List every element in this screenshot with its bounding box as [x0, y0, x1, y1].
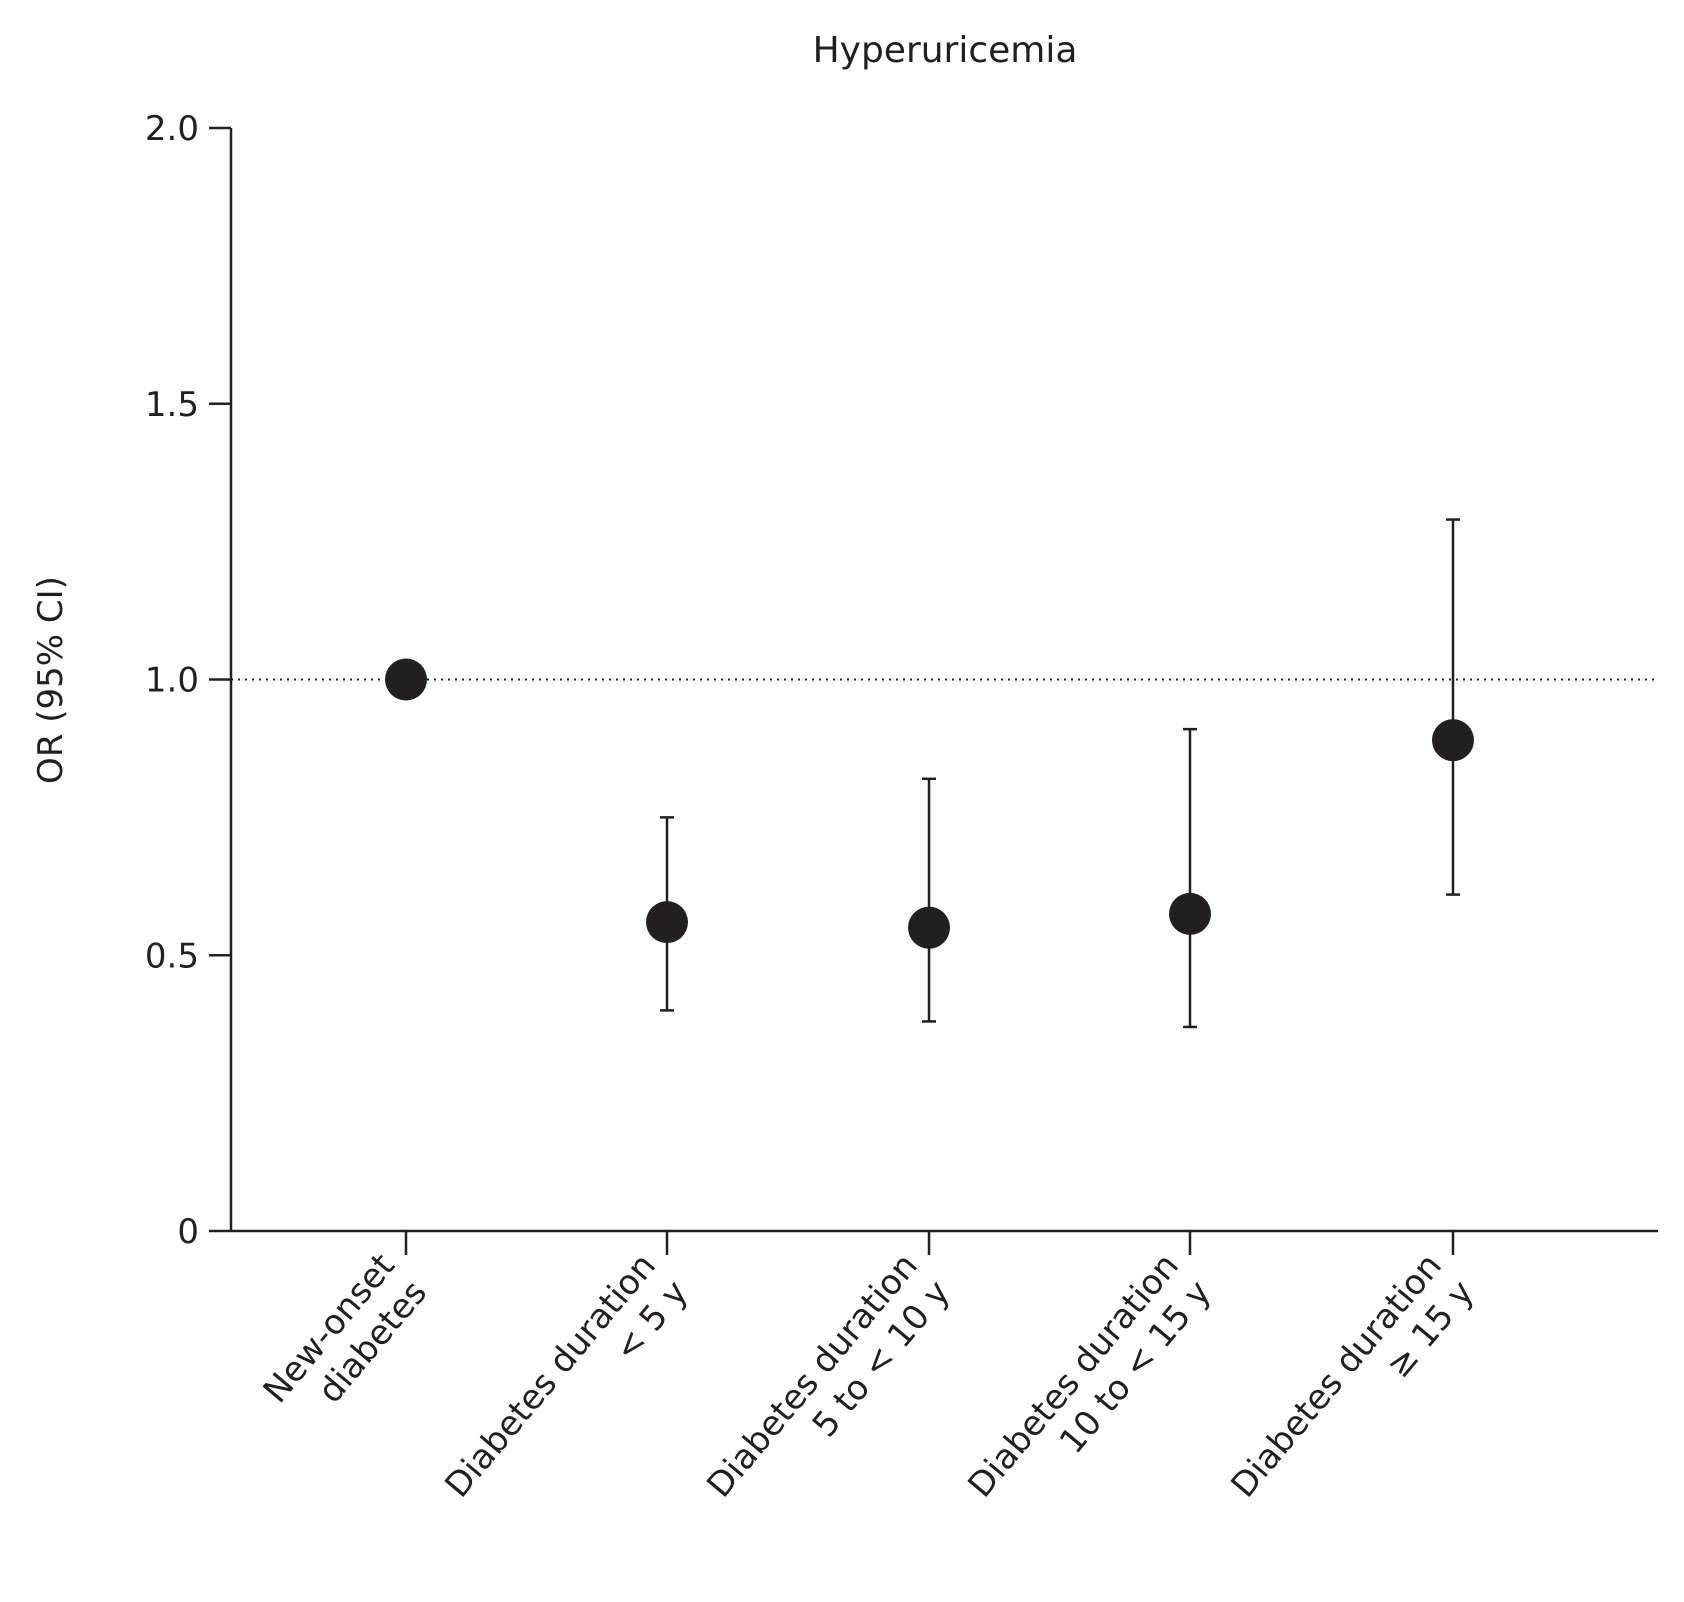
data-point — [646, 901, 688, 944]
data-point — [385, 658, 427, 701]
y-axis-label: OR (95% CI) — [31, 576, 71, 784]
y-tick-label: 2.0 — [145, 109, 199, 149]
x-tick-label: Diabetes duration5 to < 10 y — [699, 1246, 958, 1532]
y-tick-label: 0 — [177, 1212, 199, 1252]
x-tick-label: New-onsetdiabetes — [256, 1246, 435, 1438]
y-tick-label: 0.5 — [145, 936, 199, 976]
y-tick-label: 1.5 — [145, 385, 199, 425]
x-tick-label: Diabetes duration< 5 y — [437, 1246, 696, 1532]
x-tick-label: Diabetes duration10 to < 15 y — [960, 1246, 1219, 1532]
data-point — [908, 906, 950, 949]
data-point — [1432, 719, 1474, 762]
y-tick-label: 1.0 — [145, 661, 199, 701]
x-tick-label-line: Diabetes duration — [437, 1246, 664, 1505]
data-point — [1169, 892, 1211, 935]
x-tick-label: Diabetes duration≥ 15 y — [1223, 1246, 1482, 1532]
chart-title: Hyperuricemia — [813, 30, 1078, 71]
